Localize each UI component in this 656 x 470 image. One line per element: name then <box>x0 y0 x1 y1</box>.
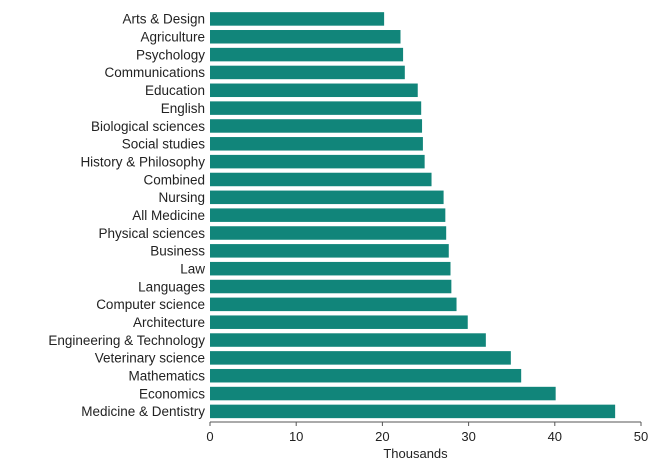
category-label: Computer science <box>96 297 205 312</box>
category-label: Medicine & Dentistry <box>81 404 205 419</box>
x-axis-ticks: 0 10 20 30 40 50 <box>206 422 648 444</box>
bar <box>210 368 522 383</box>
x-tick-label: 10 <box>289 429 303 444</box>
category-label: Law <box>180 261 205 276</box>
bar <box>210 101 422 115</box>
category-label: Combined <box>143 172 205 187</box>
category-label: English <box>161 101 205 116</box>
bar <box>210 244 449 258</box>
bar <box>210 65 405 80</box>
bar <box>210 297 457 312</box>
category-labels: Arts & Design Agriculture Psychology Commun… <box>48 12 205 419</box>
category-label: Economics <box>139 386 205 401</box>
category-label: Social studies <box>122 137 206 152</box>
category-label: History & Philosophy <box>80 154 205 169</box>
category-label: Arts & Design <box>122 12 205 27</box>
bar <box>210 208 446 222</box>
category-label: Biological sciences <box>91 119 205 134</box>
category-label: Communications <box>104 65 205 80</box>
bar <box>210 279 452 294</box>
bar <box>210 119 423 133</box>
category-label: All Medicine <box>132 208 205 223</box>
x-axis-title: Thousands <box>383 446 448 461</box>
x-tick-label: 0 <box>206 429 213 444</box>
category-label: Physical sciences <box>98 226 205 241</box>
category-label: Agriculture <box>140 30 205 45</box>
bar <box>210 315 468 329</box>
category-label: Architecture <box>133 315 205 330</box>
category-label: Education <box>145 83 205 98</box>
bar <box>210 261 451 276</box>
bar <box>210 190 444 205</box>
category-label: Business <box>150 244 205 259</box>
bar <box>210 83 418 98</box>
bar <box>210 351 511 365</box>
x-tick-label: 40 <box>548 429 562 444</box>
x-tick-label: 20 <box>375 429 389 444</box>
category-label: Psychology <box>136 47 205 62</box>
bar <box>210 47 404 62</box>
bar <box>210 172 432 187</box>
bar <box>210 333 486 347</box>
category-label: Languages <box>138 279 205 294</box>
category-label: Engineering & Technology <box>48 333 205 348</box>
category-label: Mathematics <box>128 369 205 384</box>
bar <box>210 12 385 26</box>
bars <box>210 12 616 419</box>
category-label: Nursing <box>158 190 205 205</box>
bar <box>210 30 401 44</box>
bar <box>210 154 425 169</box>
bar <box>210 404 616 419</box>
bar <box>210 137 423 151</box>
bar <box>210 386 556 401</box>
category-label: Veterinary science <box>95 351 205 366</box>
x-tick-label: 50 <box>634 429 648 444</box>
bar <box>210 226 447 240</box>
x-tick-label: 30 <box>461 429 475 444</box>
